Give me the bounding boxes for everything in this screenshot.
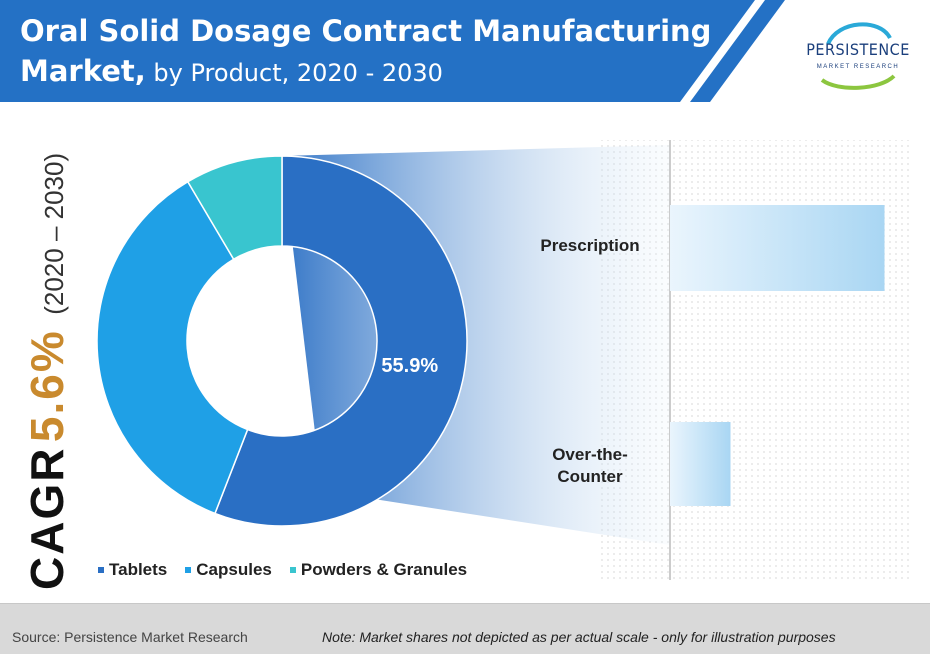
bar-label-prescription: Prescription	[540, 236, 640, 255]
legend-swatch-tablets	[98, 567, 104, 573]
persistence-logo: PERSISTENCE MARKET RESEARCH	[798, 14, 918, 90]
cagr-period: (2020 – 2030)	[39, 152, 69, 315]
chart-canvas: 55.9%	[96, 140, 910, 580]
cagr-value: 5.6%	[21, 329, 73, 443]
donut-slice-tablets	[214, 155, 468, 527]
legend-label-powders: Powders & Granules	[300, 560, 468, 579]
legend-item-powders: Powders & Granules	[289, 560, 468, 580]
legend-label-capsules: Capsules	[196, 560, 272, 579]
footer-bar: Source: Persistence Market Research Note…	[0, 603, 930, 654]
logo-swoosh-icon	[820, 22, 896, 90]
header-banner: Oral Solid Dosage Contract Manufacturing…	[0, 0, 930, 102]
header-background	[0, 0, 785, 102]
legend-label-tablets: Tablets	[109, 560, 168, 579]
legend-swatch-capsules	[185, 567, 192, 573]
donut-slice-powders-granules	[186, 155, 283, 261]
chart-title-line1: Oral Solid Dosage Contract Manufacturing	[20, 14, 712, 48]
legend-item-tablets: Tablets	[98, 560, 167, 580]
bar-over-the-counter	[670, 422, 731, 506]
bar-label-otc: Over-the- Counter	[552, 445, 628, 486]
cagr-label: CAGR	[21, 446, 73, 590]
cagr-annotation: CAGR 5.6% (2020 – 2030)	[20, 120, 76, 590]
logo-subtitle: MARKET RESEARCH	[816, 64, 900, 70]
chart-title-line2: Market, by Product, 2020 - 2030	[20, 54, 443, 88]
logo-name: PERSISTENCE	[806, 40, 910, 59]
chart-title-bold: Market,	[20, 54, 146, 88]
source-text: Source: Persistence Market Research	[12, 629, 248, 645]
donut-slice-capsules	[96, 180, 249, 515]
data-label-tablets: 55.9%	[381, 355, 438, 377]
chart-legend: Tablets Capsules Powders & Granules	[98, 560, 467, 580]
chart-title-rest: by Product, 2020 - 2030	[145, 59, 443, 87]
note-text: Note: Market shares not depicted as per …	[322, 629, 836, 645]
bar-prescription	[670, 205, 885, 291]
legend-swatch-powders	[289, 567, 296, 573]
legend-item-capsules: Capsules	[185, 560, 272, 580]
